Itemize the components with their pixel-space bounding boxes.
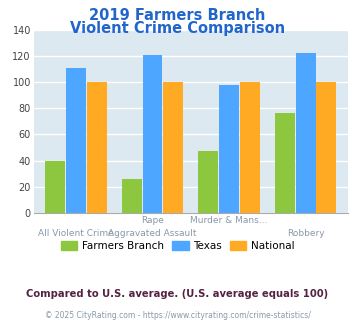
Bar	[143, 54, 163, 213]
Text: Aggravated Assault: Aggravated Assault	[108, 229, 197, 238]
Bar	[240, 82, 260, 213]
Legend: Farmers Branch, Texas, National: Farmers Branch, Texas, National	[56, 237, 299, 255]
Bar	[198, 151, 218, 213]
Text: Robbery: Robbery	[287, 229, 324, 238]
Text: Violent Crime Comparison: Violent Crime Comparison	[70, 21, 285, 36]
Bar	[122, 179, 142, 213]
Bar	[219, 84, 239, 213]
Bar	[317, 82, 337, 213]
Bar	[66, 68, 86, 213]
Text: 2019 Farmers Branch: 2019 Farmers Branch	[89, 8, 266, 23]
Text: Murder & Mans...: Murder & Mans...	[190, 216, 268, 225]
Text: All Violent Crime: All Violent Crime	[38, 229, 114, 238]
Text: Rape: Rape	[141, 216, 164, 225]
Bar	[45, 160, 65, 213]
Bar	[87, 82, 106, 213]
Bar	[275, 114, 295, 213]
Bar	[163, 82, 183, 213]
Bar	[296, 53, 316, 213]
Text: Compared to U.S. average. (U.S. average equals 100): Compared to U.S. average. (U.S. average …	[26, 289, 329, 299]
Text: © 2025 CityRating.com - https://www.cityrating.com/crime-statistics/: © 2025 CityRating.com - https://www.city…	[45, 311, 310, 320]
